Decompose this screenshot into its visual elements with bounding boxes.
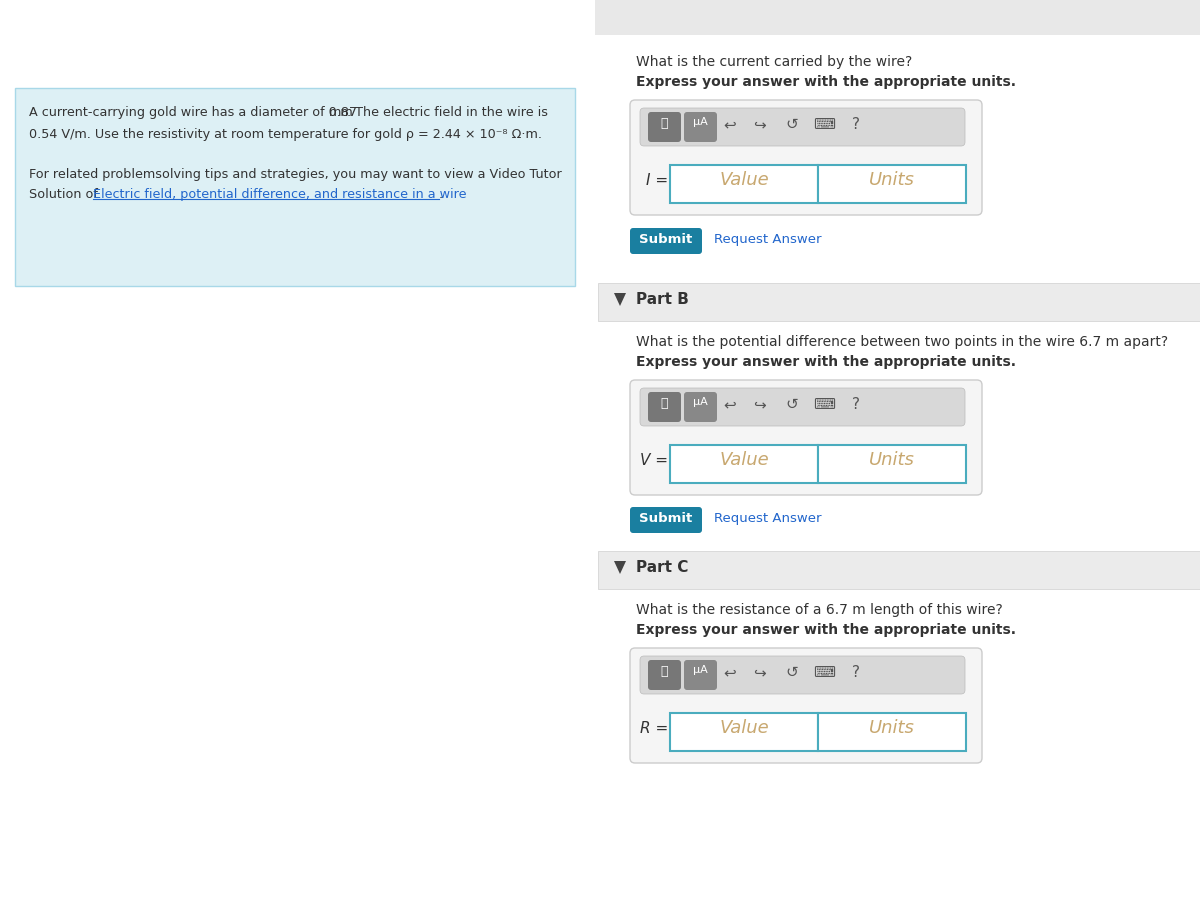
- Text: Request Answer: Request Answer: [714, 512, 822, 525]
- FancyBboxPatch shape: [640, 388, 965, 426]
- Text: Part C: Part C: [636, 560, 689, 575]
- Polygon shape: [614, 561, 626, 574]
- Text: Express your answer with the appropriate units.: Express your answer with the appropriate…: [636, 623, 1016, 637]
- FancyBboxPatch shape: [684, 660, 718, 690]
- Text: Value: Value: [719, 719, 769, 737]
- Text: Express your answer with the appropriate units.: Express your answer with the appropriate…: [636, 355, 1016, 369]
- Text: ↪: ↪: [754, 117, 767, 132]
- Text: Solution of: Solution of: [29, 188, 102, 201]
- Text: ?: ?: [852, 665, 860, 680]
- Text: ?: ?: [852, 397, 860, 412]
- FancyBboxPatch shape: [630, 507, 702, 533]
- Text: μA: μA: [692, 665, 707, 675]
- Text: What is the potential difference between two points in the wire 6.7 m apart?: What is the potential difference between…: [636, 335, 1168, 349]
- Bar: [14, 88, 575, 286]
- Text: ↺: ↺: [786, 117, 798, 132]
- Text: . The electric field in the wire is: . The electric field in the wire is: [347, 106, 548, 119]
- Text: Value: Value: [719, 171, 769, 189]
- Text: ↩: ↩: [724, 665, 737, 680]
- Text: ?: ?: [852, 117, 860, 132]
- Text: .: .: [439, 188, 443, 201]
- Text: I =: I =: [646, 173, 668, 188]
- Text: ⬜: ⬜: [660, 117, 667, 130]
- Bar: [818, 445, 966, 483]
- FancyBboxPatch shape: [684, 112, 718, 142]
- Text: Request Answer: Request Answer: [714, 233, 822, 246]
- Text: ⌨: ⌨: [814, 665, 835, 680]
- Text: Submit: Submit: [640, 512, 692, 525]
- Text: A current-carrying gold wire has a diameter of 0.87: A current-carrying gold wire has a diame…: [29, 106, 361, 119]
- Text: ↪: ↪: [754, 397, 767, 412]
- FancyBboxPatch shape: [648, 392, 682, 422]
- Text: ⌨: ⌨: [814, 397, 835, 412]
- Text: For related problemsolving tips and strategies, you may want to view a Video Tut: For related problemsolving tips and stra…: [29, 168, 562, 181]
- FancyBboxPatch shape: [630, 100, 982, 215]
- Text: R =: R =: [640, 721, 668, 736]
- Text: ↺: ↺: [786, 665, 798, 680]
- Text: μA: μA: [692, 397, 707, 407]
- Bar: [598, 283, 1200, 321]
- FancyBboxPatch shape: [630, 648, 982, 763]
- FancyBboxPatch shape: [684, 392, 718, 422]
- Bar: [818, 713, 966, 751]
- Text: What is the current carried by the wire?: What is the current carried by the wire?: [636, 55, 912, 69]
- Text: What is the resistance of a 6.7 m length of this wire?: What is the resistance of a 6.7 m length…: [636, 603, 1003, 617]
- FancyBboxPatch shape: [648, 112, 682, 142]
- Text: Express your answer with the appropriate units.: Express your answer with the appropriate…: [636, 75, 1016, 89]
- Text: Part B: Part B: [636, 292, 689, 307]
- Bar: [598, 551, 1200, 589]
- Text: Value: Value: [719, 451, 769, 469]
- Text: Electric field, potential difference, and resistance in a wire: Electric field, potential difference, an…: [94, 188, 467, 201]
- Text: 0.54 V/m. Use the resistivity at room temperature for gold ρ = 2.44 × 10⁻⁸ Ω·m.: 0.54 V/m. Use the resistivity at room te…: [29, 128, 542, 141]
- Text: ↩: ↩: [724, 397, 737, 412]
- Text: ↺: ↺: [786, 397, 798, 412]
- Text: μA: μA: [692, 117, 707, 127]
- FancyBboxPatch shape: [630, 380, 982, 495]
- Text: ↪: ↪: [754, 665, 767, 680]
- Text: Units: Units: [869, 171, 914, 189]
- Text: Submit: Submit: [640, 233, 692, 246]
- Bar: [818, 165, 966, 203]
- FancyBboxPatch shape: [640, 108, 965, 146]
- Text: ↩: ↩: [724, 117, 737, 132]
- Bar: [595, 0, 1200, 35]
- Bar: [670, 713, 818, 751]
- FancyBboxPatch shape: [640, 656, 965, 694]
- Text: mm: mm: [329, 106, 354, 119]
- Bar: [670, 165, 818, 203]
- Bar: [670, 445, 818, 483]
- Text: V =: V =: [640, 453, 668, 468]
- FancyBboxPatch shape: [630, 228, 702, 254]
- FancyBboxPatch shape: [648, 660, 682, 690]
- Text: Units: Units: [869, 451, 914, 469]
- Text: Units: Units: [869, 719, 914, 737]
- Text: ⌨: ⌨: [814, 117, 835, 132]
- Text: ⬜: ⬜: [660, 397, 667, 410]
- Polygon shape: [614, 293, 626, 306]
- Text: ⬜: ⬜: [660, 665, 667, 678]
